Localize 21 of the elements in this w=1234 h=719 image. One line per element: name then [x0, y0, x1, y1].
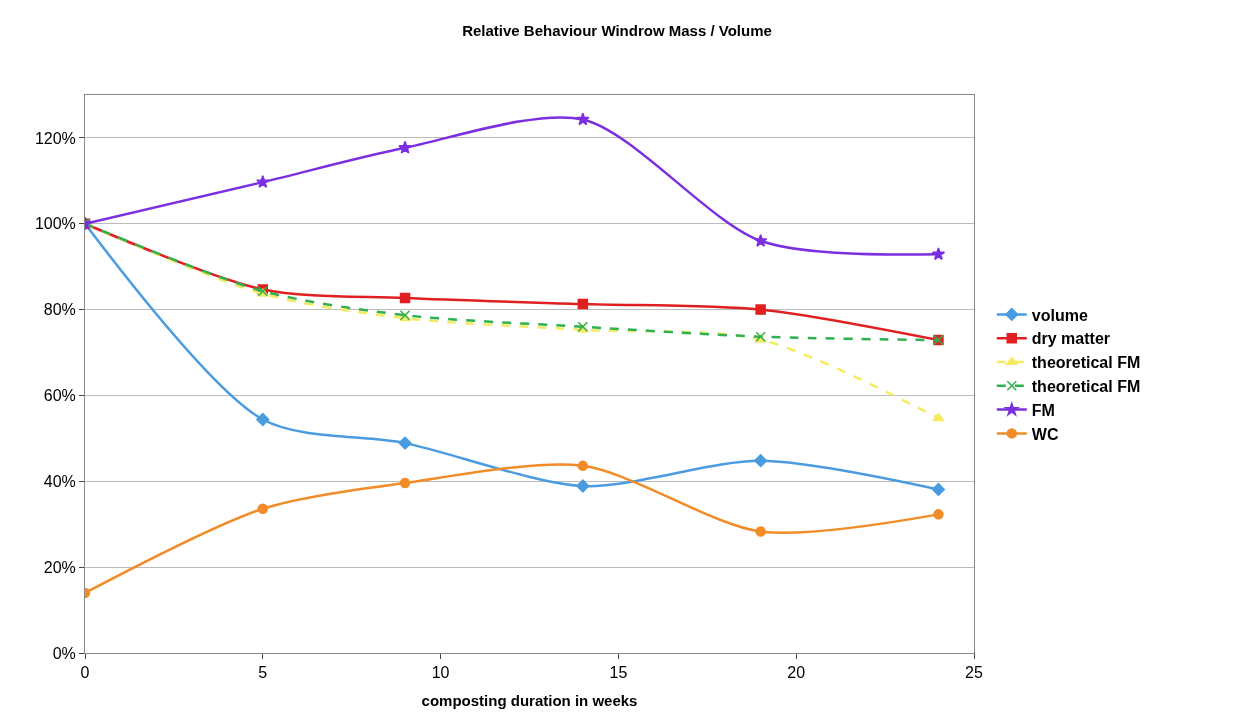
- x-axis-title: composting duration in weeks: [421, 692, 638, 710]
- x-tick-label: 25: [965, 664, 983, 682]
- x-tick-label: 10: [431, 664, 450, 682]
- x-tick-label: 0: [80, 664, 90, 682]
- legend-label: volume: [1031, 306, 1088, 324]
- x-tick-label: 5: [258, 664, 268, 682]
- legend-label: theoretical FM: [1031, 378, 1141, 396]
- y-tick-label: 80%: [43, 301, 76, 319]
- x-tick-label: 15: [609, 664, 628, 682]
- x-tick-label: 20: [787, 664, 806, 682]
- y-tick-label: 120%: [34, 129, 76, 147]
- chart-title: Relative Behaviour Windrow Mass / Volume: [462, 21, 772, 39]
- legend-label: theoretical FM: [1031, 354, 1141, 372]
- y-tick-label: 60%: [43, 387, 76, 405]
- y-tick-label: 0%: [52, 644, 76, 662]
- legend-label: WC: [1031, 425, 1059, 443]
- legend-label: dry matter: [1031, 330, 1111, 348]
- y-tick-label: 40%: [43, 472, 76, 490]
- legend-label: FM: [1031, 401, 1055, 419]
- y-tick-label: 20%: [43, 558, 76, 576]
- y-tick-label: 100%: [34, 215, 76, 233]
